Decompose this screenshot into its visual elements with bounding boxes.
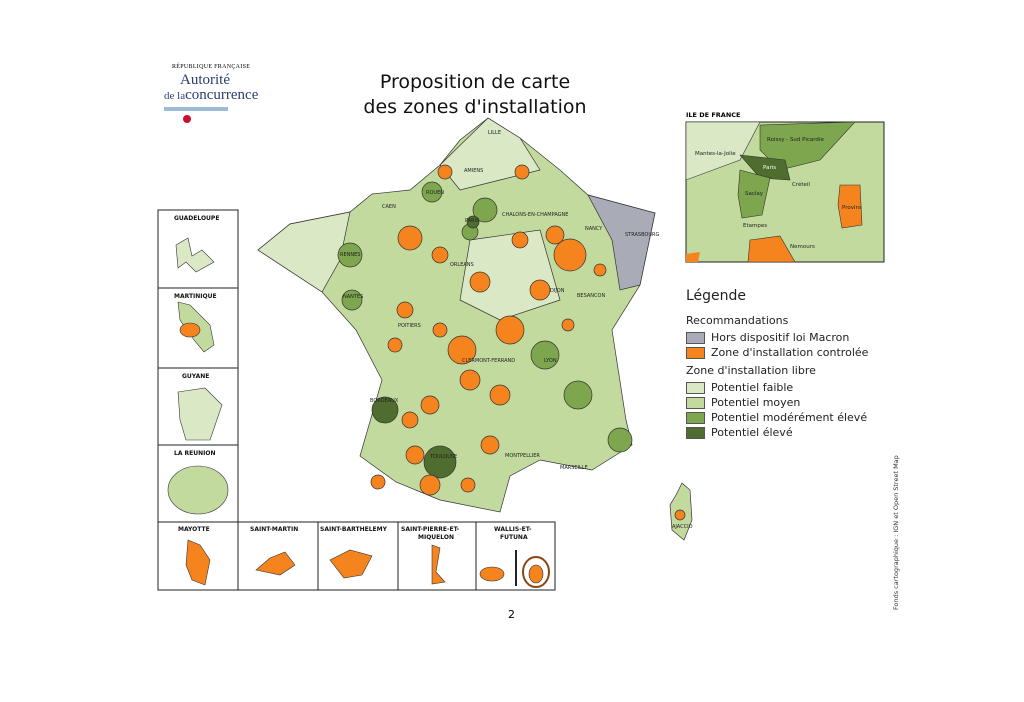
city-label: POITIERS (398, 323, 421, 329)
legend-swatch (686, 426, 705, 439)
city-label: AJACCIO (672, 524, 693, 530)
inset-label: MARTINIQUE (174, 293, 217, 300)
title-line2: des zones d'installation (363, 96, 587, 118)
idf-title: ILE DE FRANCE (686, 111, 741, 119)
map-title: Proposition de carte des zones d'installa… (360, 70, 590, 120)
legend-label: Zone d'installation controlée (711, 346, 869, 359)
inset-label: MIQUELON (418, 534, 454, 541)
legend-label: Potentiel modérément élevé (711, 411, 868, 424)
idf-place: Roissy - Sud Picardie (767, 137, 824, 143)
city-label: RENNES (340, 252, 360, 258)
overseas-shapes (167, 237, 550, 588)
legend-swatch (686, 331, 705, 344)
inset-label: SAINT-MARTIN (250, 526, 298, 533)
city-labels: LILLE AMIENS ROUEN CAEN PARIS CHALONS-EN… (340, 130, 693, 530)
city-label: MARSEILLE (560, 465, 588, 471)
idf-place: Saclay (745, 191, 764, 197)
city-label: LILLE (488, 130, 501, 136)
logo-bar (164, 107, 228, 111)
city-label: PARIS (465, 218, 479, 224)
legend-item-modere: Potentiel modérément élevé (686, 410, 868, 425)
legend-swatch (686, 381, 705, 394)
title-line1: Proposition de carte (379, 71, 571, 93)
logo-autorite: Autorité (180, 72, 230, 88)
map-credit: Fonds cartographique : IGN et Open Stree… (892, 455, 900, 610)
inset-label: LA REUNION (174, 450, 216, 457)
city-label: CAEN (382, 204, 396, 210)
idf-place: Nemours (790, 244, 815, 250)
inset-label: FUTUNA (500, 534, 528, 541)
legend-label: Potentiel faible (711, 381, 794, 394)
city-label: BORDEAUX (370, 398, 399, 404)
legend-label: Hors dispositif loi Macron (711, 331, 850, 344)
legend-swatch (686, 346, 705, 359)
legend-swatch (686, 396, 705, 409)
overseas-labels: GUADELOUPE MARTINIQUE GUYANE LA REUNION … (174, 215, 532, 541)
city-label: TOULOUSE (429, 454, 457, 460)
inset-label: SAINT-PIERRE-ET- (401, 526, 460, 533)
zones-eleve (371, 215, 480, 479)
legend-group-libre: Zone d'installation libre (686, 364, 816, 377)
legend: Légende Recommandations Hors dispositif … (686, 288, 868, 440)
guyane (177, 387, 223, 441)
city-label: ORLEANS (450, 262, 474, 268)
inset-label: GUADELOUPE (174, 215, 219, 222)
idf-place: Créteil (792, 181, 810, 188)
city-label: ROUEN (426, 190, 444, 196)
zones-controlee (370, 164, 607, 496)
idf-place: Paris (763, 165, 776, 171)
idf-place: Mantes-la-Jolie (695, 151, 736, 157)
city-label: NANCY (585, 226, 603, 232)
city-label: LYON (544, 358, 557, 364)
city-label: BESANCON (577, 293, 605, 299)
saint-barthelemy (329, 549, 373, 579)
city-label: MONTPELLIER (505, 453, 540, 459)
legend-item-controlee: Zone d'installation controlée (686, 345, 868, 360)
mayotte (185, 539, 211, 586)
logo-concurrence: de laconcurrence (164, 87, 258, 104)
city-label: AMIENS (464, 168, 483, 174)
inset-label: GUYANE (182, 373, 209, 380)
wallis (479, 566, 505, 582)
page-number: 2 (508, 608, 515, 621)
france-mainland (257, 117, 693, 541)
legend-item-eleve: Potentiel élevé (686, 425, 868, 440)
idf-place: Etampes (743, 223, 767, 229)
logo-republique: RÉPUBLIQUE FRANÇAISE (172, 64, 251, 70)
city-label: CLERMONT-FERRAND (462, 358, 515, 364)
legend-item-faible: Potentiel faible (686, 380, 868, 395)
guadeloupe (175, 237, 215, 273)
legend-swatch (686, 411, 705, 424)
legend-label: Potentiel élevé (711, 426, 793, 439)
city-label: STRASBOURG (625, 232, 660, 238)
legend-item-hors: Hors dispositif loi Macron (686, 330, 868, 345)
zone-hors-alsace-moselle (587, 194, 656, 291)
inset-label: MAYOTTE (178, 526, 210, 533)
saint-martin (255, 551, 296, 576)
idf-inset: ILE DE FRANCE Roissy - Sud Picardie Mant… (685, 111, 885, 263)
saint-pierre-miquelon (431, 544, 446, 585)
zone-controlee-corsica (674, 509, 686, 521)
legend-item-moyen: Potentiel moyen (686, 395, 868, 410)
city-label: CHALONS-EN-CHAMPAGNE (502, 212, 568, 218)
logo-dot (183, 115, 191, 123)
zone-faible-west (257, 211, 351, 293)
logo-prefix: de la (164, 90, 186, 102)
inset-label: WALLIS-ET- (494, 526, 532, 533)
legend-label: Potentiel moyen (711, 396, 801, 409)
logo-word: concurrence (185, 87, 259, 103)
reunion (167, 465, 229, 515)
zones-modere (337, 181, 633, 453)
inset-label: SAINT-BARTHELEMY (320, 526, 388, 533)
legend-title: Légende (686, 288, 747, 304)
legend-group-recommandations: Recommandations (686, 314, 789, 327)
city-label: NANTES (343, 294, 363, 300)
idf-place: Provins (842, 205, 862, 211)
city-label: DIJON (550, 288, 565, 294)
